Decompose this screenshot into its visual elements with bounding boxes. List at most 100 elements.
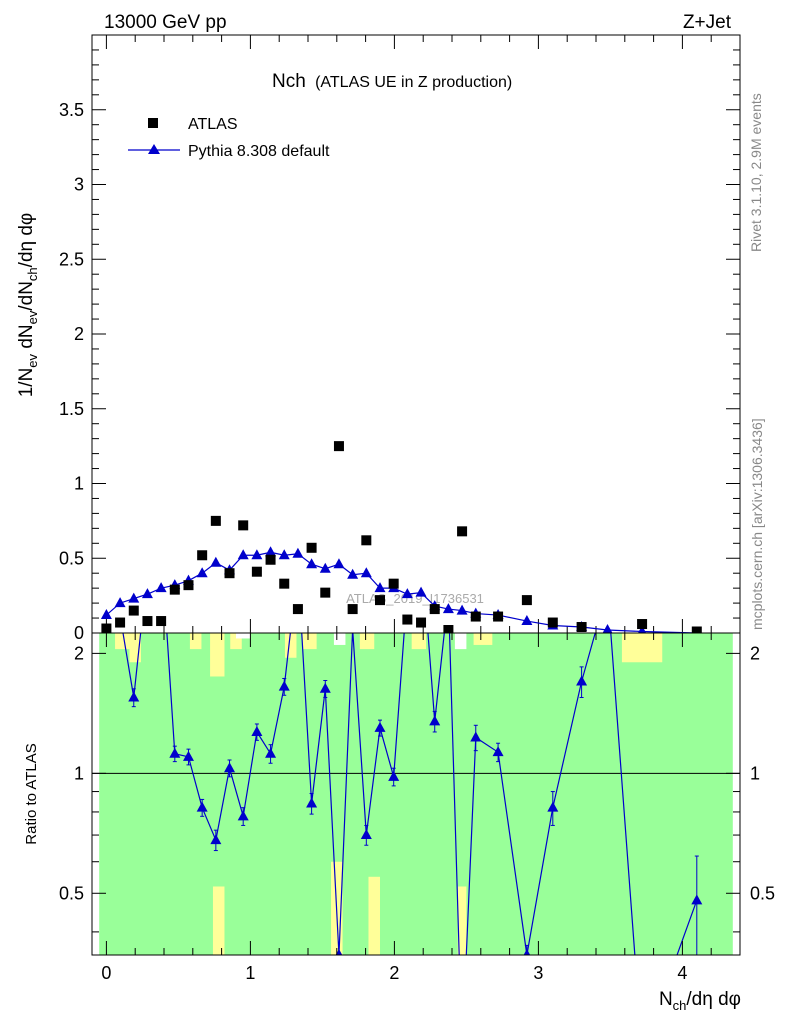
plot-title: Nch (ATLAS UE in Z production) bbox=[272, 71, 512, 92]
pythia-point bbox=[128, 592, 140, 603]
atlas-point bbox=[375, 595, 385, 606]
pythia-point bbox=[442, 603, 454, 614]
atlas-point bbox=[470, 611, 481, 622]
main-y-tick-label: 3.5 bbox=[59, 100, 84, 120]
ratio-pythia-point bbox=[265, 747, 277, 758]
atlas-point bbox=[128, 605, 139, 616]
ratio-pythia-point bbox=[547, 801, 559, 812]
legend: ATLAS Pythia 8.308 default bbox=[128, 116, 330, 160]
pythia-point bbox=[415, 586, 427, 597]
pythia-point bbox=[306, 558, 318, 569]
plot-title-main: Nch bbox=[272, 71, 306, 92]
ratio-pythia-point bbox=[224, 762, 236, 773]
ratio-pythia-point bbox=[251, 725, 263, 736]
atlas-point bbox=[279, 578, 290, 589]
legend-atlas-marker bbox=[148, 118, 158, 128]
ratio-yellow-band bbox=[368, 876, 380, 955]
pythia-point bbox=[237, 549, 249, 560]
main-y-tick-label: 0.5 bbox=[59, 548, 84, 568]
ratio-green-band bbox=[99, 633, 733, 955]
main-x-ticks bbox=[105, 35, 712, 633]
x-tick-label: 2 bbox=[389, 963, 399, 983]
ratio-pythia-point bbox=[306, 797, 318, 808]
atlas-point bbox=[333, 441, 344, 452]
energy-label: 13000 GeV pp bbox=[104, 12, 227, 33]
ratio-pythia-point bbox=[278, 680, 290, 691]
atlas-point bbox=[292, 604, 303, 615]
ratio-gap bbox=[333, 633, 346, 645]
atlas-point bbox=[224, 568, 235, 579]
pythia-point bbox=[278, 549, 290, 560]
ratio-pythia-point bbox=[169, 747, 181, 758]
atlas-point bbox=[416, 617, 427, 628]
atlas-point bbox=[521, 595, 532, 606]
ratio-yellow-band bbox=[302, 633, 317, 650]
pythia-point bbox=[265, 546, 277, 557]
rivet-info: Rivet 3.1.10, 2.9M events bbox=[748, 93, 764, 252]
ratio-pythia-point bbox=[335, 949, 343, 955]
pythia-point bbox=[333, 558, 345, 569]
ratio-yellow-band bbox=[359, 633, 375, 650]
atlas-point bbox=[457, 526, 468, 537]
ratio-pythia-point bbox=[360, 829, 372, 840]
ratio-plot-frame bbox=[91, 632, 741, 956]
ratio-yellow-band bbox=[457, 886, 467, 955]
ratio-pythia-point bbox=[374, 721, 386, 732]
ratio-y-ticks: 0.5 0.5 1 1 2 2 bbox=[59, 643, 775, 933]
pythia-point bbox=[155, 582, 167, 593]
pythia-point bbox=[521, 615, 533, 626]
ratio-pythia-point bbox=[319, 682, 331, 693]
ratio-yellow-band bbox=[115, 633, 130, 650]
legend-atlas-label: ATLAS bbox=[188, 116, 238, 133]
atlas-point bbox=[547, 617, 558, 628]
ratio-y-tick-label: 0.5 bbox=[59, 883, 84, 903]
main-y-tick-label: 0 bbox=[74, 623, 84, 643]
atlas-point bbox=[183, 580, 194, 591]
ratio-yellow-band bbox=[230, 633, 242, 650]
ratio-gap bbox=[236, 633, 251, 639]
ratio-yellow-band bbox=[129, 633, 141, 663]
atlas-point bbox=[576, 622, 587, 633]
pythia-point bbox=[360, 567, 372, 578]
ratio-pythia-point bbox=[182, 750, 194, 761]
ratio-pythia-point bbox=[237, 810, 249, 821]
atlas-point bbox=[101, 623, 112, 634]
ratio-yellow-band bbox=[284, 633, 297, 658]
main-y-ticks: 0 0.5 1 1.5 2 2.5 3 3.5 bbox=[59, 49, 740, 643]
mcplots-info: mcplots.cern.ch [arXiv:1306.3436] bbox=[749, 418, 765, 630]
x-tick-label: 0 bbox=[101, 963, 111, 983]
atlas-point bbox=[142, 616, 153, 627]
x-axis-label: Nch/dη dφ bbox=[659, 989, 741, 1013]
ratio-pythia-point bbox=[470, 731, 482, 742]
x-tick-label: 3 bbox=[533, 963, 543, 983]
pythia-point bbox=[401, 588, 413, 599]
atlas-point bbox=[210, 515, 221, 526]
ratio-gap bbox=[454, 633, 467, 650]
x-tick-label: 4 bbox=[677, 963, 687, 983]
ratio-y-axis-label: Ratio to ATLAS bbox=[23, 743, 40, 844]
atlas-point bbox=[265, 554, 276, 565]
main-y-tick-label: 2 bbox=[74, 324, 84, 344]
main-plot-panel: 00.511.522.533.5 ATLAS_2019_I1736531 Nch… bbox=[16, 34, 741, 643]
legend-pythia-marker bbox=[148, 144, 160, 154]
atlas-point bbox=[306, 542, 317, 553]
ratio-y-tick-label-right: 0.5 bbox=[750, 883, 775, 903]
atlas-point bbox=[443, 625, 454, 636]
ratio-y-tick-label: 1 bbox=[74, 763, 84, 783]
pythia-point bbox=[196, 567, 208, 578]
ratio-pythia-point bbox=[492, 746, 504, 757]
ratio-yellow-band bbox=[621, 633, 663, 663]
ratio-yellow-band bbox=[473, 633, 493, 645]
atlas-point bbox=[691, 626, 702, 637]
atlas-point bbox=[347, 604, 358, 615]
pythia-point bbox=[210, 556, 222, 567]
atlas-point bbox=[197, 550, 208, 561]
main-y-tick-label: 1 bbox=[74, 474, 84, 494]
atlas-point bbox=[169, 584, 180, 595]
ratio-y-tick-label-right: 2 bbox=[750, 643, 760, 663]
main-y-tick-label: 3 bbox=[74, 175, 84, 195]
ratio-x-ticks: 0 1 2 3 4 bbox=[101, 633, 712, 983]
x-tick-label: 1 bbox=[245, 963, 255, 983]
ratio-pythia-point bbox=[388, 770, 400, 781]
ratio-pythia-line bbox=[122, 633, 698, 955]
